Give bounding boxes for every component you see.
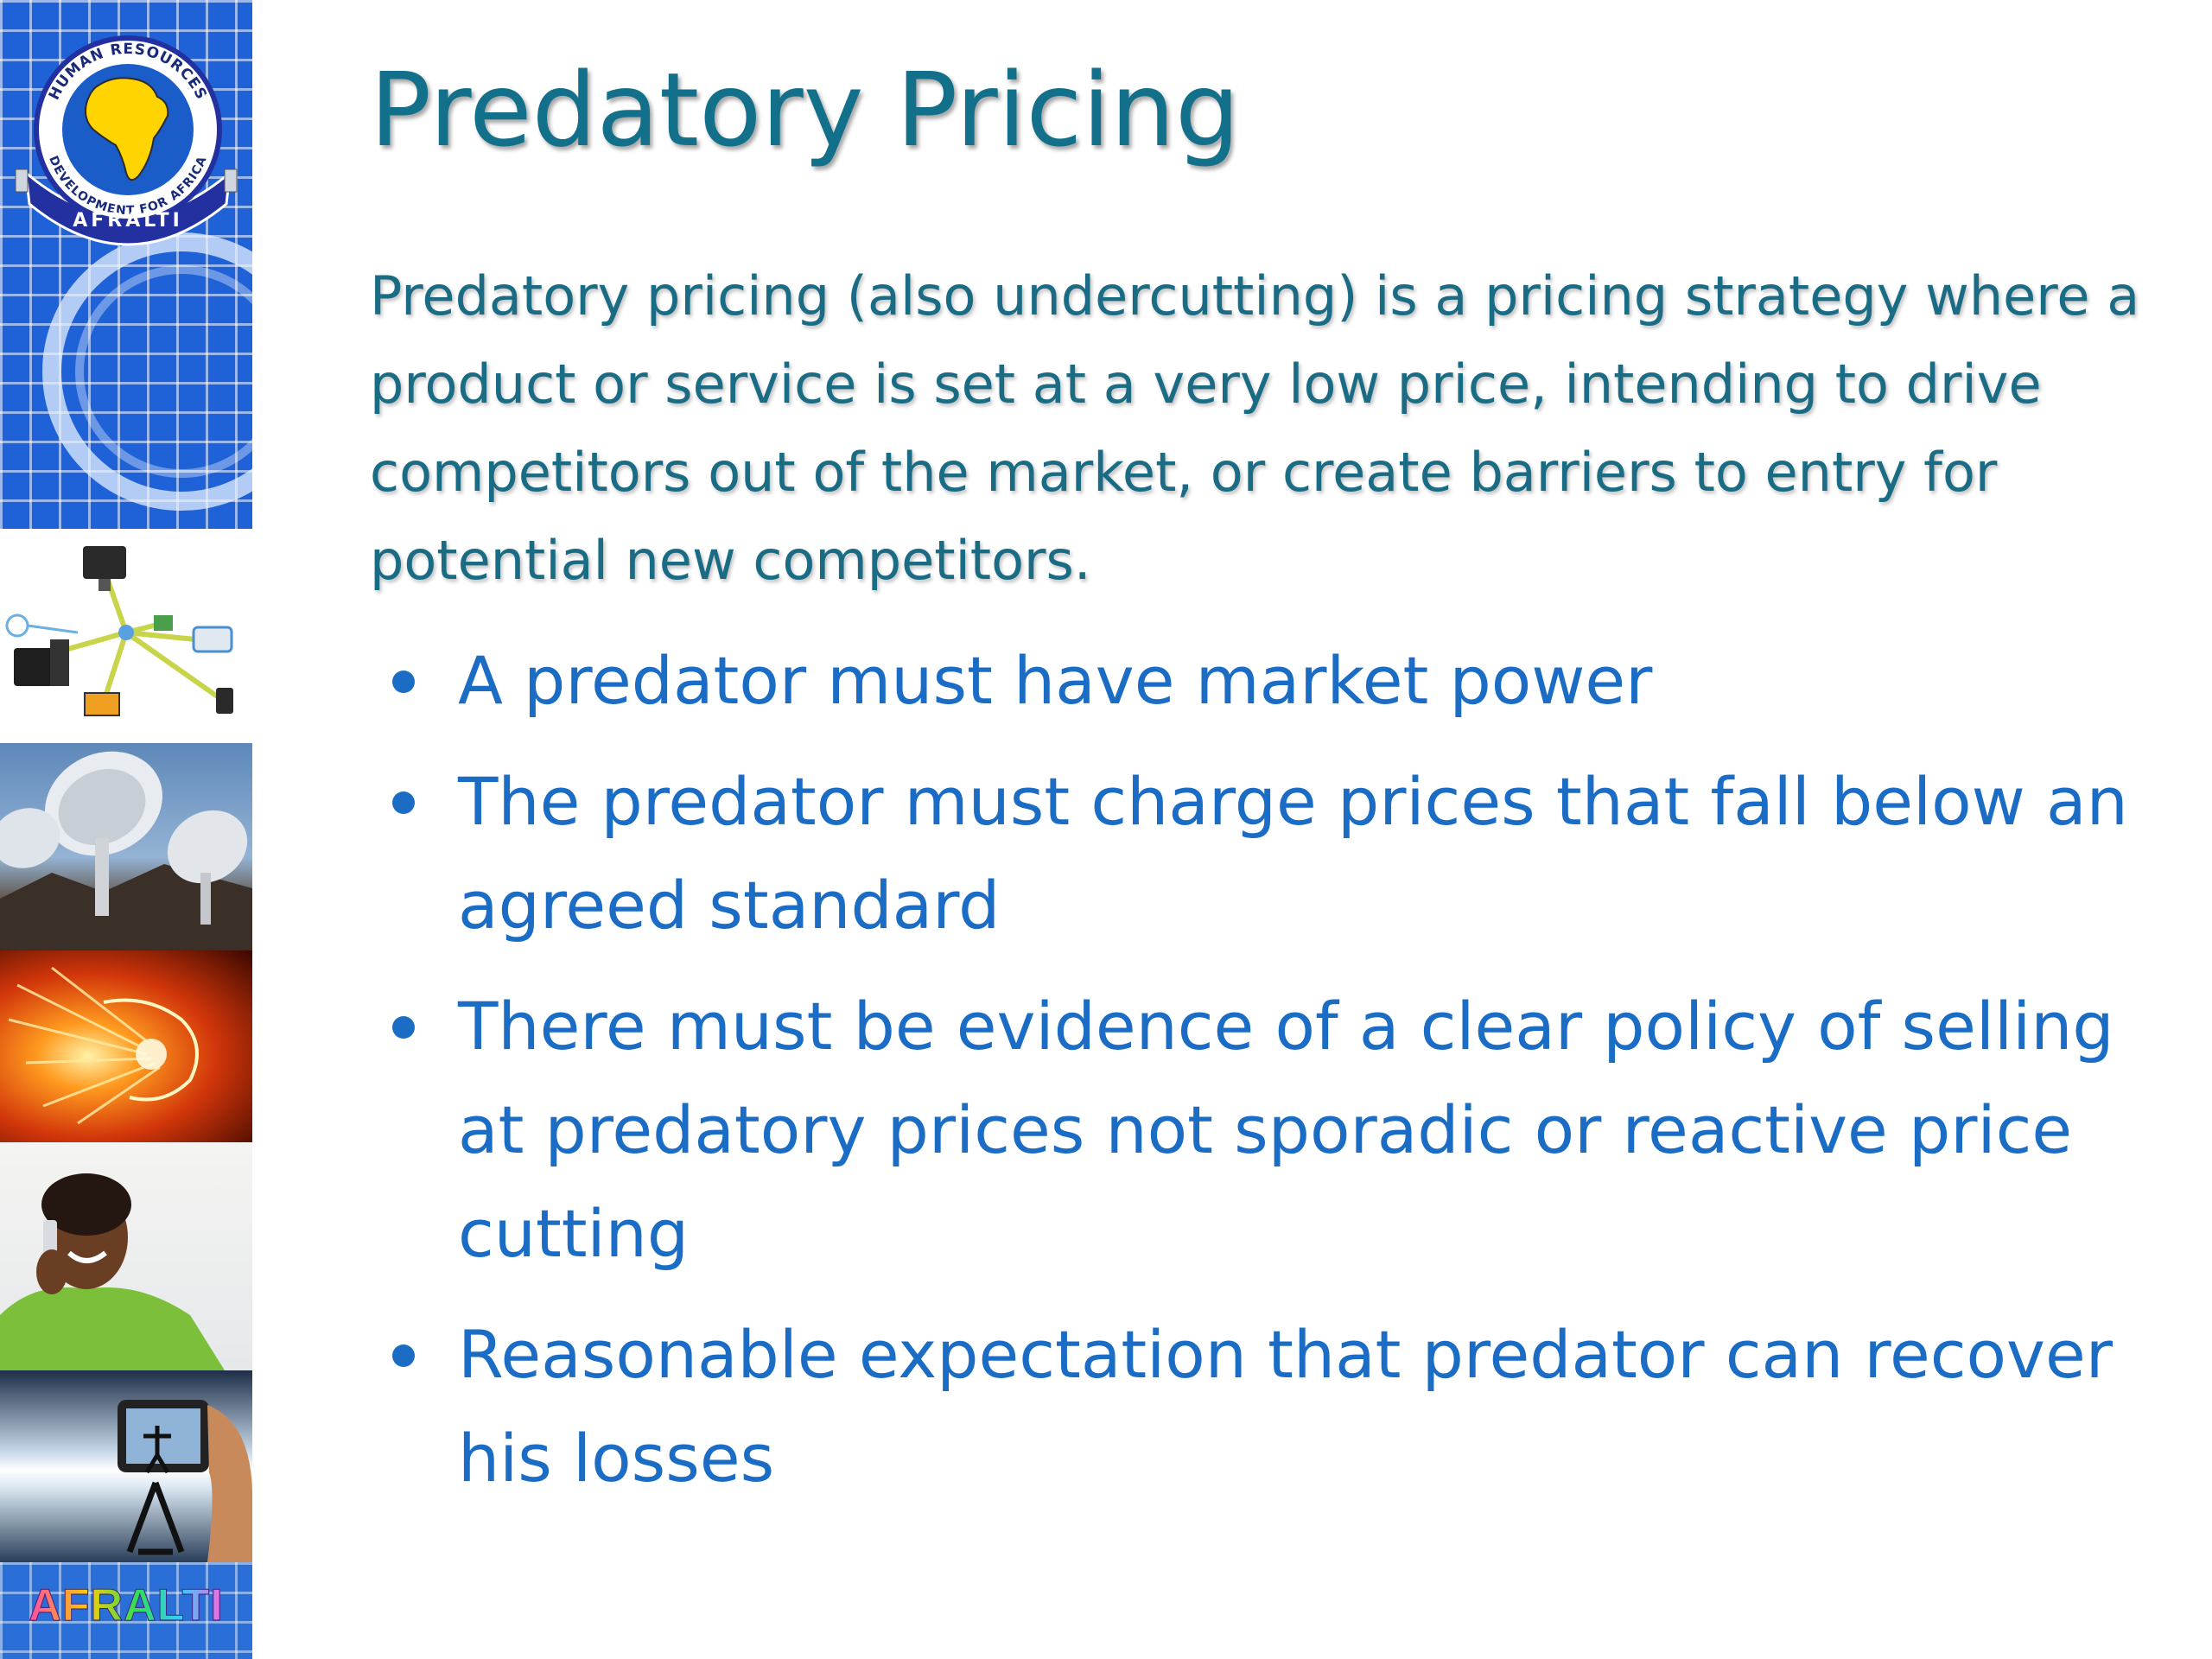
bullet-item: The predator must charge prices that fal… (370, 750, 2184, 957)
network-icon (5, 546, 233, 716)
slide-title: Predatory Pricing (370, 50, 1240, 169)
camera-phone-image (0, 1370, 252, 1562)
bullet-text: A predator must have market power (458, 642, 1653, 719)
bullet-text: The predator must charge prices that fal… (458, 763, 2128, 944)
bullet-item: Reasonable expectation that predator can… (370, 1303, 2184, 1510)
fiber-optic-globe-image (0, 950, 252, 1142)
network-devices-image (0, 529, 252, 743)
bullet-list: A predator must have market power The pr… (370, 629, 2184, 1528)
bullet-dot-icon (392, 671, 415, 693)
bullet-item: A predator must have market power (370, 629, 2184, 733)
afralti-logo-panel: HUMAN RESOURCES DEVELOPMENT FOR AFRICA A… (0, 0, 252, 529)
decorative-sidebar: HUMAN RESOURCES DEVELOPMENT FOR AFRICA A… (0, 0, 252, 1659)
camera-phone-icon (118, 1400, 252, 1562)
bullet-text: Reasonable expectation that predator can… (458, 1316, 2113, 1497)
person-phone-icon (0, 1173, 225, 1370)
logo-ribbon-text: AFRALTI (73, 210, 183, 232)
satellite-dishes-image (0, 743, 252, 950)
bullet-dot-icon (392, 1344, 415, 1367)
logo-graphic: HUMAN RESOURCES DEVELOPMENT FOR AFRICA A… (15, 35, 252, 511)
bullet-item: There must be evidence of a clear policy… (370, 975, 2184, 1286)
afralti-wordmark: AFRALTI (29, 1580, 224, 1631)
bullet-dot-icon (392, 791, 415, 814)
afralti-brand-panel: AFRALTI (0, 1562, 252, 1659)
intro-paragraph: Predatory pricing (also undercutting) is… (370, 264, 2140, 592)
fiber-optic-icon (8, 966, 199, 1125)
bullet-dot-icon (392, 1016, 415, 1039)
woman-on-phone-image (0, 1142, 252, 1370)
bullet-text: There must be evidence of a clear policy… (458, 988, 2114, 1272)
satellite-dish-icon (0, 751, 252, 950)
